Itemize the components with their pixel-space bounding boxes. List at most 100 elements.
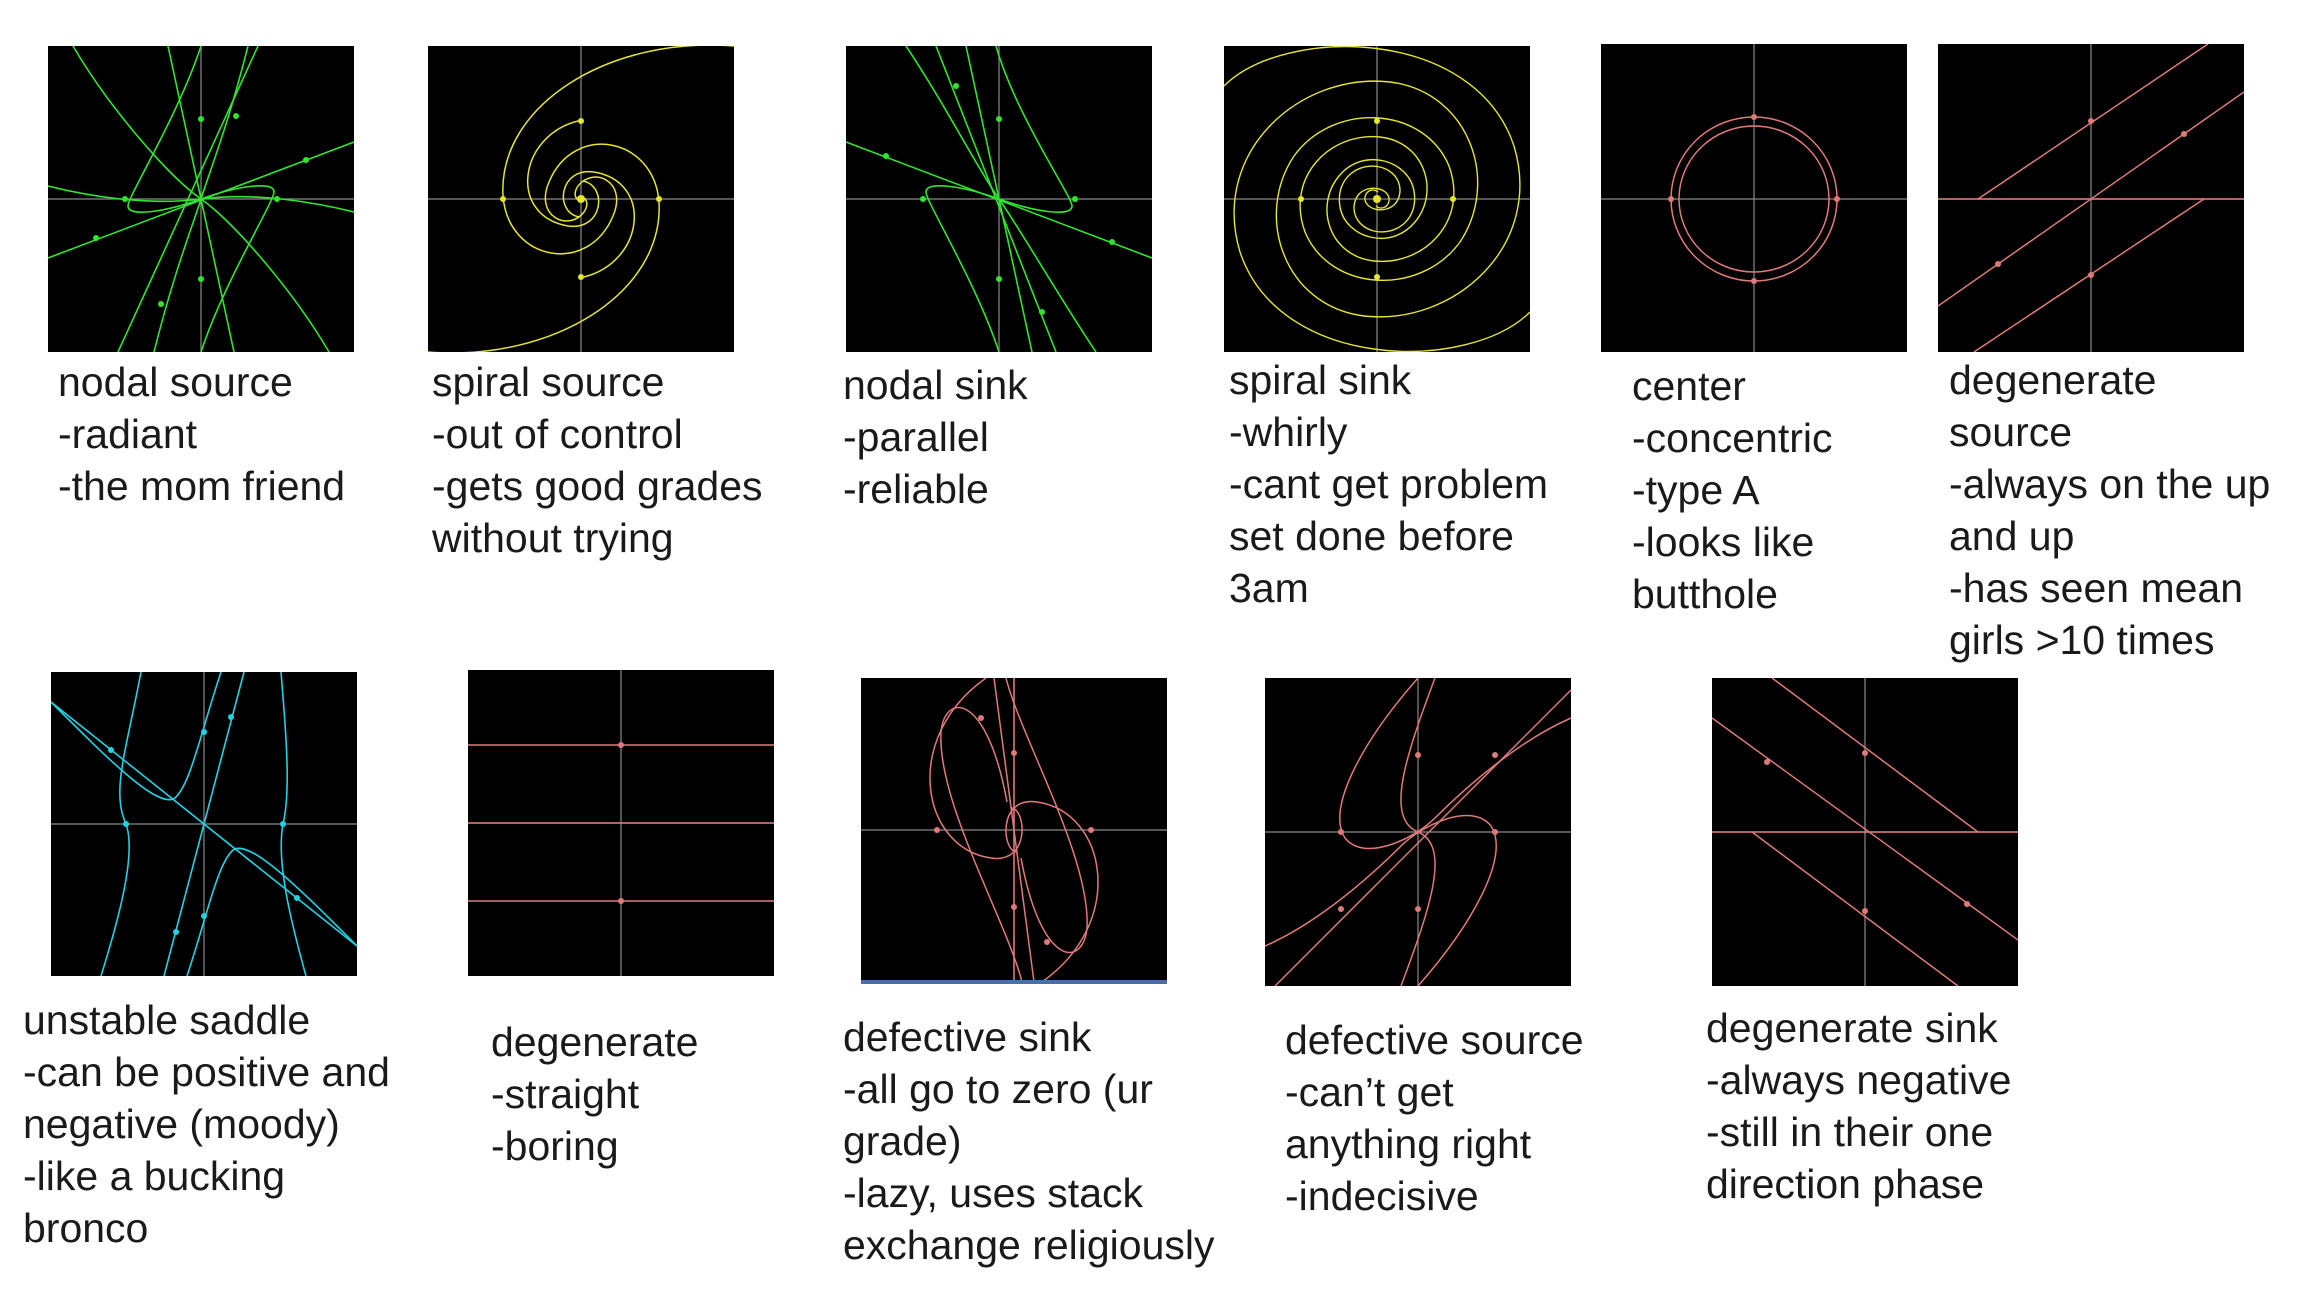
- caption-line: direction phase: [1706, 1161, 1985, 1207]
- caption-line: defective source: [1285, 1017, 1584, 1063]
- caption-line: -out of control: [432, 411, 683, 457]
- phase-portrait-unstable-saddle: [51, 672, 357, 976]
- caption-line: -has seen mean: [1949, 565, 2244, 611]
- spiral-sink-plot: [1224, 46, 1530, 352]
- phase-portrait-defective-source: [1265, 678, 1571, 986]
- caption-line: -always negative: [1706, 1057, 2012, 1103]
- caption-spiral-sink: spiral sink -whirly -cant get problem se…: [1229, 354, 1548, 614]
- phase-portrait-degenerate-sink: [1712, 678, 2018, 986]
- caption-line: bronco: [23, 1205, 149, 1251]
- caption-line: -concentric: [1632, 415, 1833, 461]
- caption-line: -all go to zero (ur: [843, 1066, 1153, 1112]
- caption-line: spiral source: [432, 359, 665, 405]
- nodal-source-plot: [48, 46, 354, 352]
- direction-dots: [1338, 752, 1498, 912]
- direction-dots: [108, 714, 300, 935]
- caption-line: butthole: [1632, 571, 1778, 617]
- caption-line: -straight: [491, 1071, 640, 1117]
- caption-line: anything right: [1285, 1121, 1532, 1167]
- direction-dots: [500, 118, 662, 280]
- caption-line: defective sink: [843, 1014, 1092, 1060]
- trajectories: [428, 46, 734, 352]
- caption-line: -boring: [491, 1123, 619, 1169]
- caption-degenerate-sink: degenerate sink -always negative -still …: [1706, 1002, 2011, 1210]
- direction-dots: [1764, 750, 1970, 914]
- caption-line: -can be positive and: [23, 1049, 390, 1095]
- caption-line: -can’t get: [1285, 1069, 1454, 1115]
- caption-line: -always on the up: [1949, 461, 2271, 507]
- caption-line: unstable saddle: [23, 997, 311, 1043]
- caption-line: -lazy, uses stack: [843, 1170, 1143, 1216]
- trajectories: [929, 678, 1099, 982]
- caption-defective-sink: defective sink -all go to zero (ur grade…: [843, 1011, 1215, 1271]
- direction-dots: [1995, 118, 2187, 278]
- caption-line: exchange religiously: [843, 1222, 1215, 1268]
- phase-portrait-spiral-source: [428, 46, 734, 352]
- axes: [1938, 44, 2244, 352]
- trajectories: [846, 46, 1152, 352]
- caption-line: -radiant: [58, 411, 198, 457]
- caption-line: -the mom friend: [58, 463, 346, 509]
- caption-line: negative (moody): [23, 1101, 340, 1147]
- caption-line: nodal source: [58, 359, 293, 405]
- panel-bottom-edge: [861, 980, 1167, 984]
- caption-line: -reliable: [843, 466, 989, 512]
- caption-spiral-source: spiral source -out of control -gets good…: [432, 356, 763, 564]
- direction-dots: [1668, 114, 1840, 284]
- caption-nodal-sink: nodal sink -parallel -reliable: [843, 359, 1028, 515]
- direction-dots: [618, 742, 624, 904]
- caption-nodal-source: nodal source -radiant -the mom friend: [58, 356, 345, 512]
- caption-line: girls >10 times: [1949, 617, 2215, 663]
- spiral-source-plot: [428, 46, 734, 352]
- nodal-sink-plot: [846, 46, 1152, 352]
- caption-line: -parallel: [843, 414, 989, 460]
- caption-line: spiral sink: [1229, 357, 1412, 403]
- caption-line: -type A: [1632, 467, 1760, 513]
- caption-line: set done before: [1229, 513, 1514, 559]
- trajectories: [48, 46, 354, 352]
- unstable-saddle-plot: [51, 672, 357, 976]
- caption-line: -like a bucking: [23, 1153, 286, 1199]
- caption-line: source: [1949, 409, 2073, 455]
- phase-portrait-center: [1601, 44, 1907, 352]
- phase-portrait-nodal-sink: [846, 46, 1152, 352]
- phase-portrait-nodal-source: [48, 46, 354, 352]
- caption-line: -indecisive: [1285, 1173, 1479, 1219]
- caption-degenerate: degenerate -straight -boring: [491, 1016, 698, 1172]
- caption-degenerate-source: degenerate source -always on the up and …: [1949, 354, 2270, 666]
- degenerate-sink-plot: [1712, 678, 2018, 986]
- caption-line: -gets good grades: [432, 463, 763, 509]
- phase-portrait-spiral-sink: [1224, 46, 1530, 352]
- axes: [1601, 44, 1907, 352]
- direction-dots: [1298, 118, 1456, 280]
- caption-line: -still in their one: [1706, 1109, 1994, 1155]
- direction-dots: [93, 113, 309, 307]
- caption-line: degenerate sink: [1706, 1005, 1998, 1051]
- caption-line: degenerate: [491, 1019, 699, 1065]
- phase-portrait-degenerate: [468, 670, 774, 976]
- caption-line: degenerate: [1949, 357, 2157, 403]
- degenerate-source-plot: [1938, 44, 2244, 352]
- caption-line: grade): [843, 1118, 962, 1164]
- trajectories: [1265, 678, 1571, 986]
- caption-line: and up: [1949, 513, 2075, 559]
- direction-dots: [934, 715, 1094, 945]
- defective-source-plot: [1265, 678, 1571, 986]
- caption-defective-source: defective source -can’t get anything rig…: [1285, 1014, 1584, 1222]
- caption-line: 3am: [1229, 565, 1309, 611]
- caption-line: -looks like: [1632, 519, 1815, 565]
- caption-center: center -concentric -type A -looks like b…: [1632, 360, 1833, 620]
- caption-line: -whirly: [1229, 409, 1348, 455]
- direction-dots: [883, 83, 1115, 315]
- spiral-trajectories: [1224, 46, 1530, 352]
- degenerate-plot: [468, 670, 774, 976]
- caption-line: without trying: [432, 515, 674, 561]
- caption-line: nodal sink: [843, 362, 1028, 408]
- phase-portrait-defective-sink: [861, 678, 1167, 982]
- defective-sink-plot: [861, 678, 1167, 982]
- caption-line: -cant get problem: [1229, 461, 1549, 507]
- phase-portrait-degenerate-source: [1938, 44, 2244, 352]
- caption-unstable-saddle: unstable saddle -can be positive and neg…: [23, 994, 390, 1254]
- caption-line: center: [1632, 363, 1746, 409]
- center-plot: [1601, 44, 1907, 352]
